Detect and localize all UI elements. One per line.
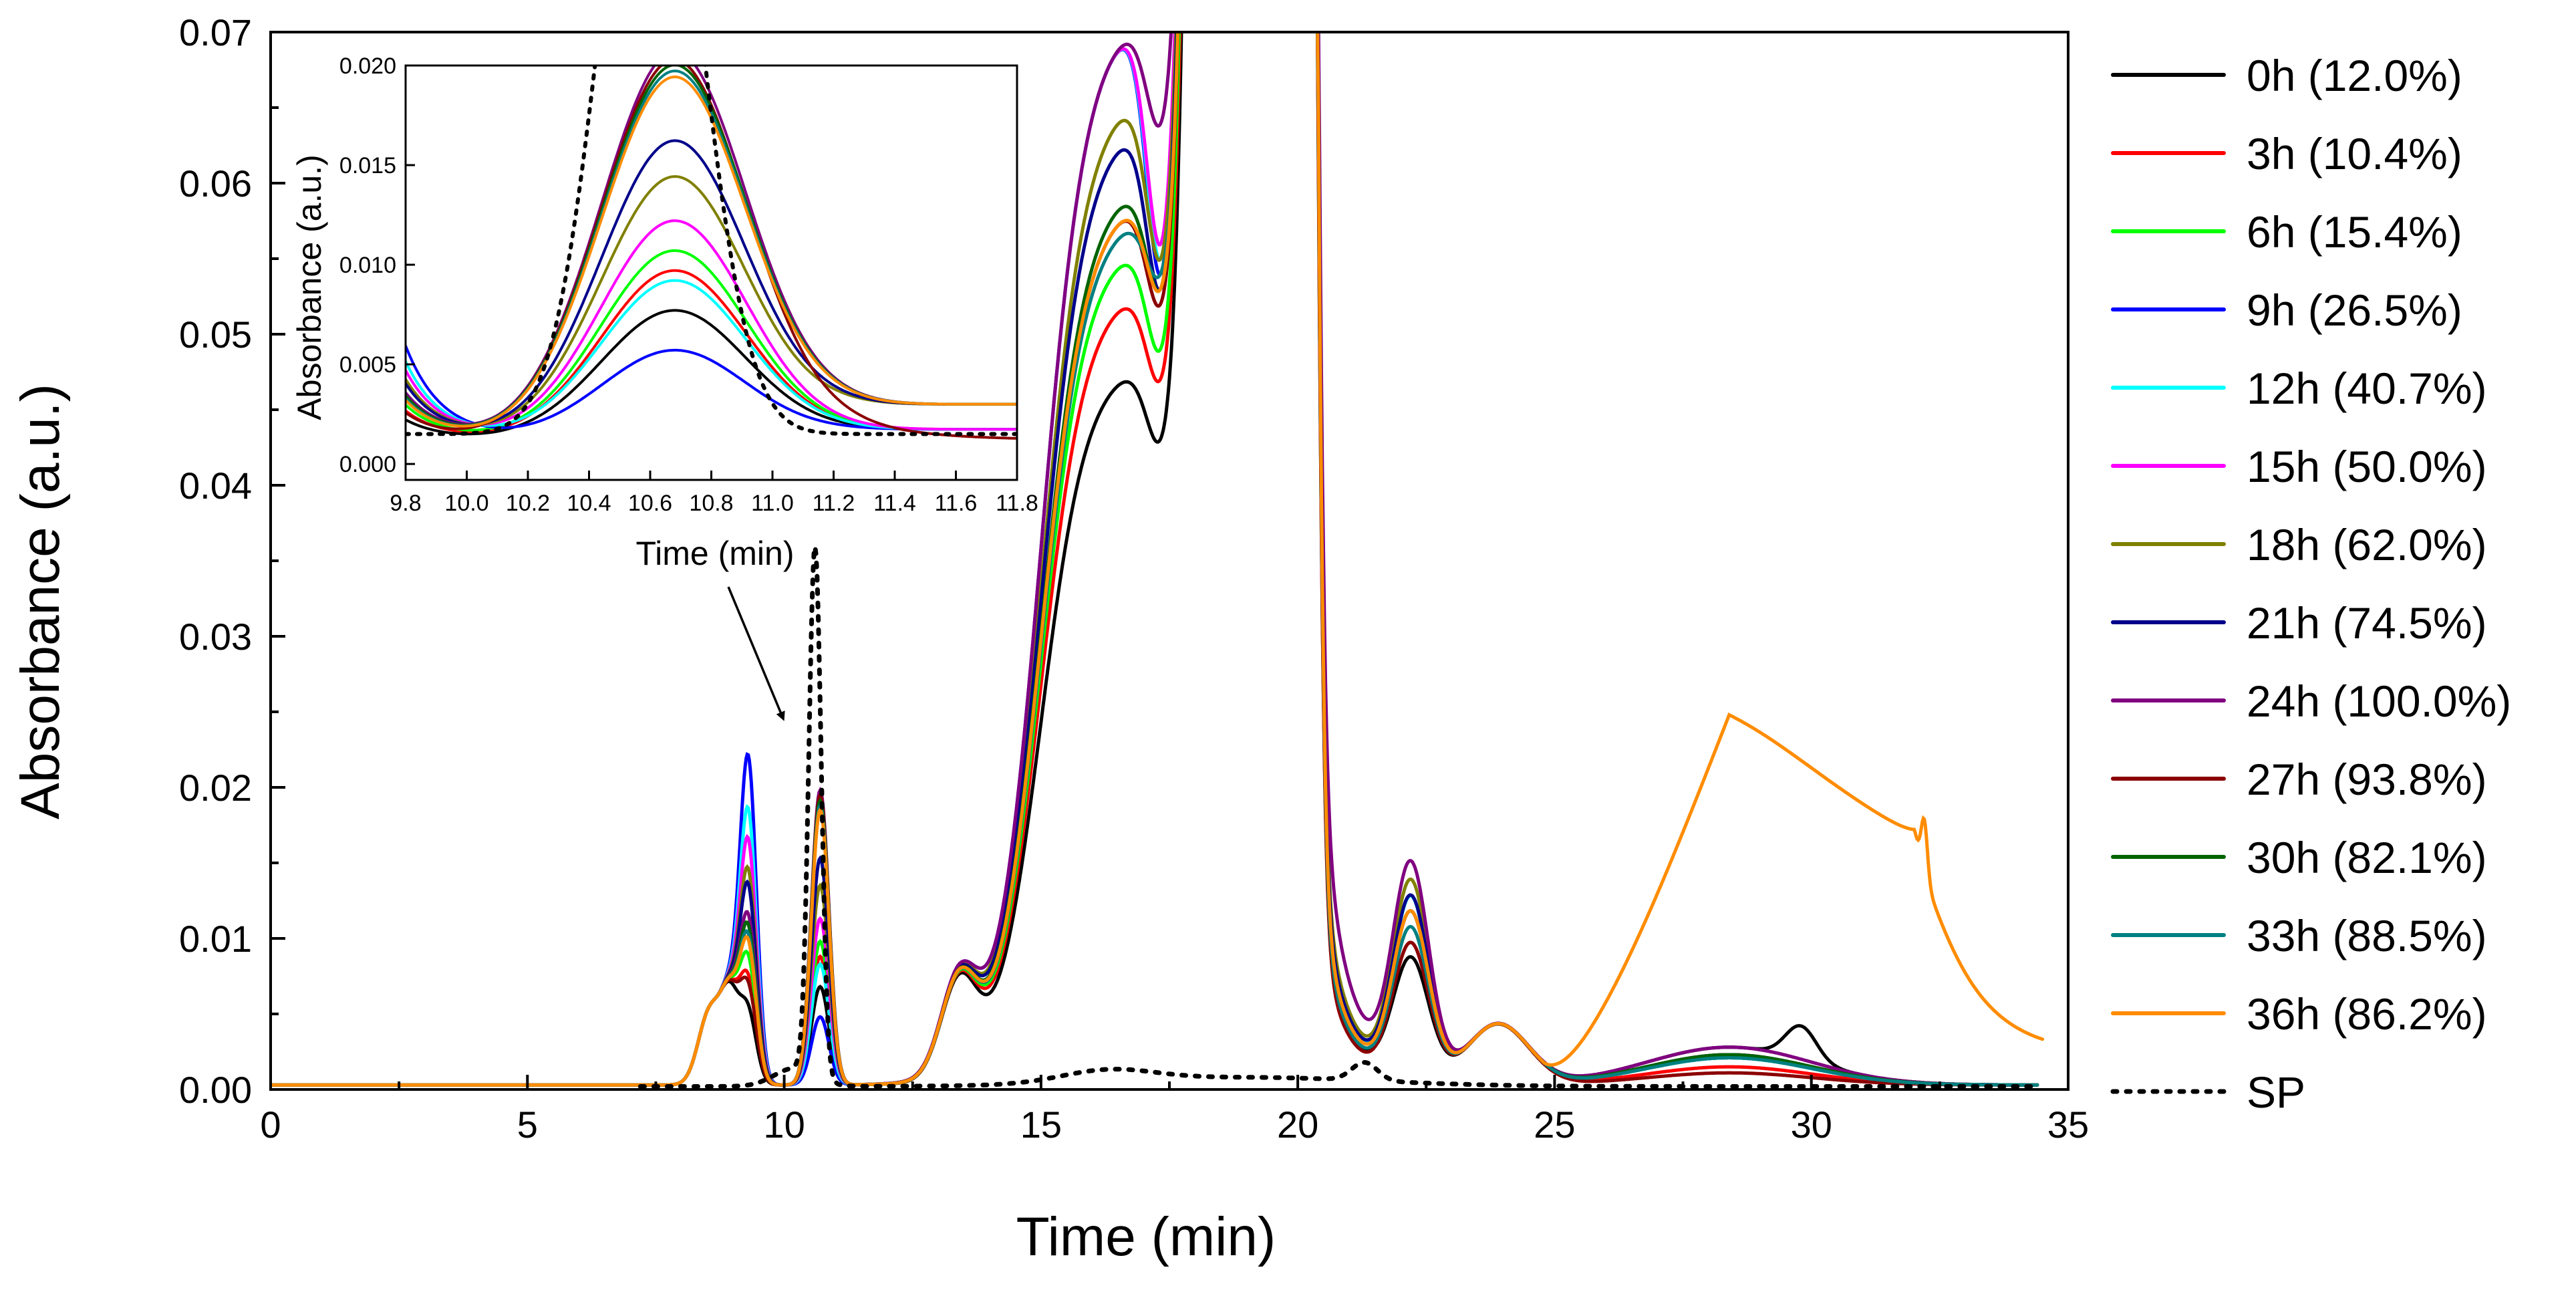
x-tick-label: 10 bbox=[763, 1104, 805, 1146]
legend-label-7: 21h (74.5%) bbox=[2247, 598, 2487, 648]
legend-label-8: 24h (100.0%) bbox=[2247, 676, 2511, 726]
legend-label-4: 12h (40.7%) bbox=[2247, 364, 2487, 413]
y-tick-label: 0.03 bbox=[179, 616, 252, 658]
legend-label-2: 6h (15.4%) bbox=[2247, 207, 2462, 257]
legend-label-13: SP bbox=[2247, 1067, 2305, 1117]
y-tick-label: 0.01 bbox=[179, 918, 252, 960]
inset-x-tick-label: 11.6 bbox=[935, 491, 978, 516]
x-tick-label: 25 bbox=[1534, 1104, 1575, 1146]
y-tick-label: 0.05 bbox=[179, 313, 252, 356]
legend-label-0: 0h (12.0%) bbox=[2247, 51, 2462, 100]
y-axis-label: Absorbance (a.u.) bbox=[10, 384, 71, 819]
y-tick-label: 0.07 bbox=[179, 11, 252, 53]
legend: 0h (12.0%) 3h (10.4%) 6h (15.4%) 9h (26.5%)… bbox=[2110, 51, 2511, 1117]
main-axes: 0 5 10 15 20 25 30 35 0.00 0.01 0.02 0.03 0.04 0.05 0.… bbox=[179, 11, 2089, 1146]
inset-x-tick-label: 10.8 bbox=[689, 491, 733, 516]
inset-pointer-arrow bbox=[727, 586, 785, 721]
y-tick-label: 0.06 bbox=[179, 162, 252, 205]
x-tick-label: 20 bbox=[1277, 1104, 1318, 1146]
inset-series-line-5 bbox=[406, 219, 1017, 431]
inset-x-tick-label: 11.2 bbox=[813, 491, 855, 516]
x-tick-label: 30 bbox=[1791, 1104, 1832, 1146]
inset-x-tick-label: 10.4 bbox=[567, 491, 611, 516]
inset-x-tick-label: 11.8 bbox=[996, 491, 1038, 516]
inset-series-line-13 bbox=[406, 66, 1017, 436]
inset-x-axis-label: Time (min) bbox=[635, 535, 794, 572]
inset-y-tick-label: 0.015 bbox=[339, 153, 396, 178]
main-series-group bbox=[271, 32, 2045, 1089]
x-tick-label: 35 bbox=[2047, 1104, 2089, 1146]
inset-x-tick-label: 11.4 bbox=[873, 491, 916, 516]
legend-label-9: 27h (93.8%) bbox=[2247, 755, 2487, 804]
inset-y-tick-label: 0.010 bbox=[339, 253, 396, 278]
legend-label-12: 36h (86.2%) bbox=[2247, 989, 2487, 1039]
inset-x-tick-label: 11.0 bbox=[751, 491, 794, 516]
series-line-12 bbox=[271, 32, 2045, 1087]
inset-x-tick-label: 10.0 bbox=[444, 491, 488, 516]
x-tick-label: 5 bbox=[517, 1104, 538, 1146]
legend-label-3: 9h (26.5%) bbox=[2247, 285, 2462, 335]
x-tick-label: 0 bbox=[260, 1104, 281, 1146]
inset-axes: 9.8 10.0 10.2 10.4 10.6 10.8 11.0 11.2 11.4 11.6 1… bbox=[339, 53, 1038, 516]
inset-y-axis-label: Absorbance (a.u.) bbox=[291, 154, 328, 420]
legend-label-1: 3h (10.4%) bbox=[2247, 129, 2462, 178]
legend-label-5: 15h (50.0%) bbox=[2247, 442, 2487, 491]
inset-series-group bbox=[406, 66, 1017, 440]
legend-label-11: 33h (88.5%) bbox=[2247, 911, 2487, 960]
x-tick-label: 15 bbox=[1020, 1104, 1062, 1146]
inset-x-tick-label: 10.2 bbox=[506, 491, 550, 516]
y-tick-label: 0.00 bbox=[179, 1069, 252, 1111]
series-line-13 bbox=[637, 546, 2040, 1089]
inset-x-tick-label: 10.6 bbox=[628, 491, 672, 516]
y-tick-label: 0.02 bbox=[179, 767, 252, 809]
legend-label-6: 18h (62.0%) bbox=[2247, 520, 2487, 569]
inset-y-tick-label: 0.000 bbox=[339, 452, 396, 477]
y-tick-label: 0.04 bbox=[179, 465, 252, 507]
inset-y-tick-label: 0.005 bbox=[339, 352, 396, 378]
legend-label-10: 30h (82.1%) bbox=[2247, 833, 2487, 882]
x-axis-label: Time (min) bbox=[1016, 1206, 1276, 1267]
inset-y-tick-label: 0.020 bbox=[339, 53, 396, 79]
inset-x-tick-label: 9.8 bbox=[390, 491, 421, 516]
